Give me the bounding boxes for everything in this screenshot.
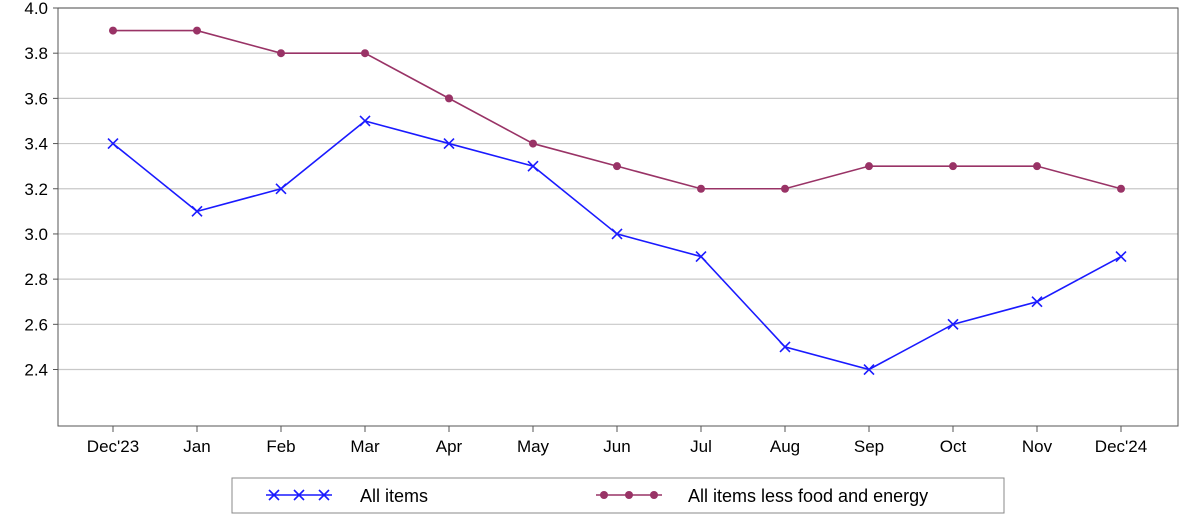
y-tick-label: 3.8 (24, 44, 48, 63)
x-tick-label: Jan (183, 437, 210, 456)
x-tick-label: Sep (854, 437, 884, 456)
data-point (1033, 162, 1041, 171)
y-tick-label: 4.0 (24, 0, 48, 18)
x-tick-label: Dec'24 (1095, 437, 1147, 456)
series-group (107, 26, 1127, 376)
x-tick-label: Dec'23 (87, 437, 139, 456)
gridlines (58, 7, 1178, 371)
x-tick-label: Jul (690, 437, 712, 456)
legend: All items All items less food and energy (231, 477, 1005, 514)
x-tick-label: Jun (603, 437, 630, 456)
x-tick-label: Aug (770, 437, 800, 456)
y-tick-label: 3.0 (24, 225, 48, 244)
data-point (947, 318, 959, 330)
data-point (865, 162, 873, 171)
data-point (949, 162, 957, 171)
data-point (193, 26, 201, 35)
y-tick-label: 3.2 (24, 180, 48, 199)
data-point (445, 94, 453, 103)
legend-marker (293, 489, 305, 501)
data-point (109, 26, 117, 35)
legend-marker (600, 491, 608, 499)
legend-marker (625, 491, 633, 499)
legend-label: All items less food and energy (688, 486, 928, 506)
y-tick-label: 2.8 (24, 270, 48, 289)
y-tick-label: 3.6 (24, 89, 48, 108)
data-point (781, 184, 789, 193)
data-point (443, 138, 455, 150)
data-point (863, 363, 875, 376)
data-point (529, 139, 537, 148)
data-point (359, 115, 371, 127)
data-point (611, 228, 623, 240)
data-point (1115, 250, 1127, 263)
legend-marker (650, 491, 658, 499)
y-tick-label: 2.6 (24, 315, 48, 334)
series-line-1 (112, 120, 1122, 371)
y-tick-label: 2.4 (24, 361, 48, 380)
data-point (275, 183, 287, 195)
y-axis: 2.4 2.6 2.8 3.0 3.2 3.4 3.6 3.8 4.0 (24, 0, 58, 380)
data-point (1117, 184, 1125, 193)
legend-marker (318, 489, 330, 501)
plot-area-frame (57, 7, 1179, 427)
legend-label: All items (360, 486, 428, 506)
data-point (697, 184, 705, 193)
data-point (107, 138, 119, 150)
x-tick-label: May (517, 437, 550, 456)
data-point (277, 49, 285, 58)
x-tick-label: Nov (1022, 437, 1053, 456)
data-point (695, 250, 707, 263)
data-point (361, 49, 369, 58)
data-point (1031, 296, 1043, 308)
data-point (613, 162, 621, 171)
x-tick-label: Mar (350, 437, 380, 456)
x-tick-label: Oct (940, 437, 967, 456)
data-point (779, 341, 791, 353)
legend-marker (268, 489, 280, 501)
x-tick-label: Feb (266, 437, 295, 456)
x-tick-label: Apr (436, 437, 463, 456)
x-axis: Dec'23 Jan Feb Mar Apr May Jun Jul Aug Sep Oct Nov D… (87, 426, 1147, 456)
data-point (527, 160, 539, 172)
data-point (191, 205, 203, 217)
y-tick-label: 3.4 (24, 135, 48, 154)
